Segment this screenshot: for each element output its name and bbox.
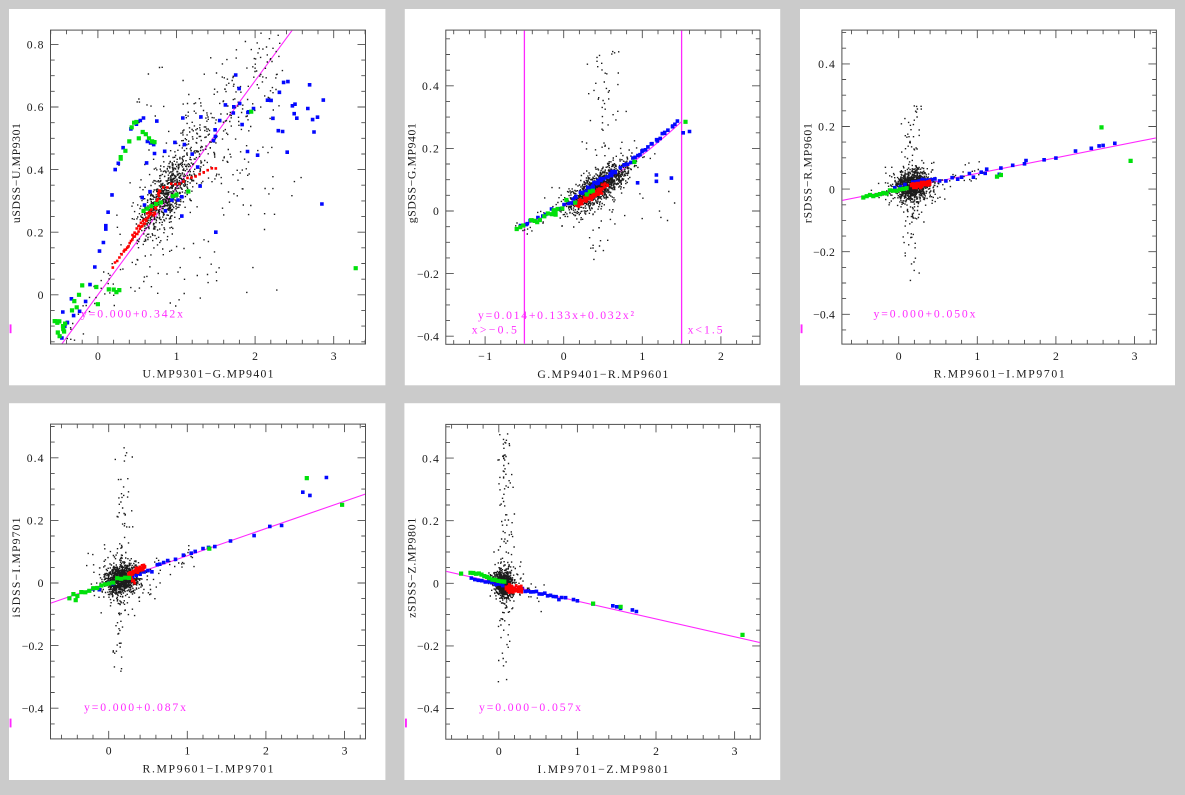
svg-text:0.2: 0.2	[422, 143, 439, 156]
svg-text:0.8: 0.8	[27, 39, 44, 52]
svg-text:0: 0	[38, 577, 44, 590]
svg-text:0: 0	[38, 289, 44, 302]
svg-text:0: 0	[95, 350, 101, 363]
svg-text:G.MP9401−R.MP9601: G.MP9401−R.MP9601	[537, 368, 668, 381]
svg-text:−0.4: −0.4	[417, 330, 439, 343]
svg-text:uSDSS−U.MP9301: uSDSS−U.MP9301	[10, 123, 23, 223]
svg-text:0: 0	[896, 350, 902, 363]
svg-text:1: 1	[639, 350, 645, 363]
svg-text:1: 1	[974, 350, 980, 363]
svg-text:−0.2: −0.2	[813, 246, 835, 259]
svg-text:0: 0	[496, 745, 502, 758]
svg-text:2: 2	[1053, 350, 1059, 363]
svg-text:3: 3	[1132, 350, 1138, 363]
svg-text:R.MP9601−I.MP9701: R.MP9601−I.MP9701	[934, 368, 1065, 381]
svg-text:y=0.000+0.050x: y=0.000+0.050x	[874, 307, 976, 320]
svg-text:−0.2: −0.2	[417, 268, 439, 281]
svg-text:3: 3	[342, 745, 348, 758]
svg-text:0.6: 0.6	[27, 101, 44, 114]
svg-text:y=0.000−0.057x: y=0.000−0.057x	[479, 701, 581, 714]
svg-text:3: 3	[732, 745, 738, 758]
svg-text:I.MP9701−Z.MP9801: I.MP9701−Z.MP9801	[538, 763, 669, 776]
svg-text:0.4: 0.4	[27, 164, 44, 177]
svg-text:gSDSS−G.MP9401: gSDSS−G.MP9401	[405, 123, 418, 223]
svg-text:−0.2: −0.2	[22, 640, 44, 653]
svg-text:0.2: 0.2	[27, 515, 44, 528]
svg-text:1: 1	[174, 350, 180, 363]
svg-text:−0.2: −0.2	[417, 640, 439, 653]
svg-text:0: 0	[433, 578, 439, 591]
svg-text:−0.4: −0.4	[417, 703, 439, 716]
svg-text:3: 3	[331, 350, 337, 363]
svg-text:zSDSS−Z.MP9801: zSDSS−Z.MP9801	[405, 518, 418, 618]
svg-text:0.2: 0.2	[422, 515, 439, 528]
svg-text:1: 1	[574, 745, 580, 758]
svg-text:2: 2	[263, 745, 269, 758]
svg-text:0.2: 0.2	[818, 121, 835, 134]
svg-text:U.MP9301−G.MP9401: U.MP9301−G.MP9401	[143, 368, 274, 381]
svg-text:2: 2	[252, 350, 258, 363]
svg-text:y=0.014+0.133x+0.032x²: y=0.014+0.133x+0.032x²	[478, 309, 634, 322]
svg-text:0.2: 0.2	[27, 226, 44, 239]
svg-text:y=0.000+0.087x: y=0.000+0.087x	[84, 701, 186, 714]
svg-text:0: 0	[106, 745, 112, 758]
svg-text:0.4: 0.4	[27, 452, 44, 465]
svg-text:0.4: 0.4	[422, 452, 439, 465]
svg-text:iSDSS−I.MP9701: iSDSS−I.MP9701	[10, 517, 23, 617]
svg-text:0: 0	[829, 183, 835, 196]
svg-text:0: 0	[561, 350, 567, 363]
svg-text:0.4: 0.4	[818, 58, 835, 71]
svg-text:2: 2	[653, 745, 659, 758]
svg-text:0: 0	[433, 205, 439, 218]
svg-text:1: 1	[184, 745, 190, 758]
svg-text:x<1.5: x<1.5	[688, 324, 723, 337]
svg-text:y=0.000+0.342x: y=0.000+0.342x	[81, 307, 183, 320]
svg-text:x>−0.5: x>−0.5	[472, 324, 517, 337]
svg-text:−0.4: −0.4	[813, 309, 835, 322]
svg-text:−0.4: −0.4	[22, 702, 44, 715]
svg-text:2: 2	[718, 350, 724, 363]
svg-text:rSDSS−R.MP9601: rSDSS−R.MP9601	[801, 123, 814, 223]
svg-text:R.MP9601−I.MP9701: R.MP9601−I.MP9701	[143, 763, 274, 776]
svg-text:0.4: 0.4	[422, 80, 439, 93]
